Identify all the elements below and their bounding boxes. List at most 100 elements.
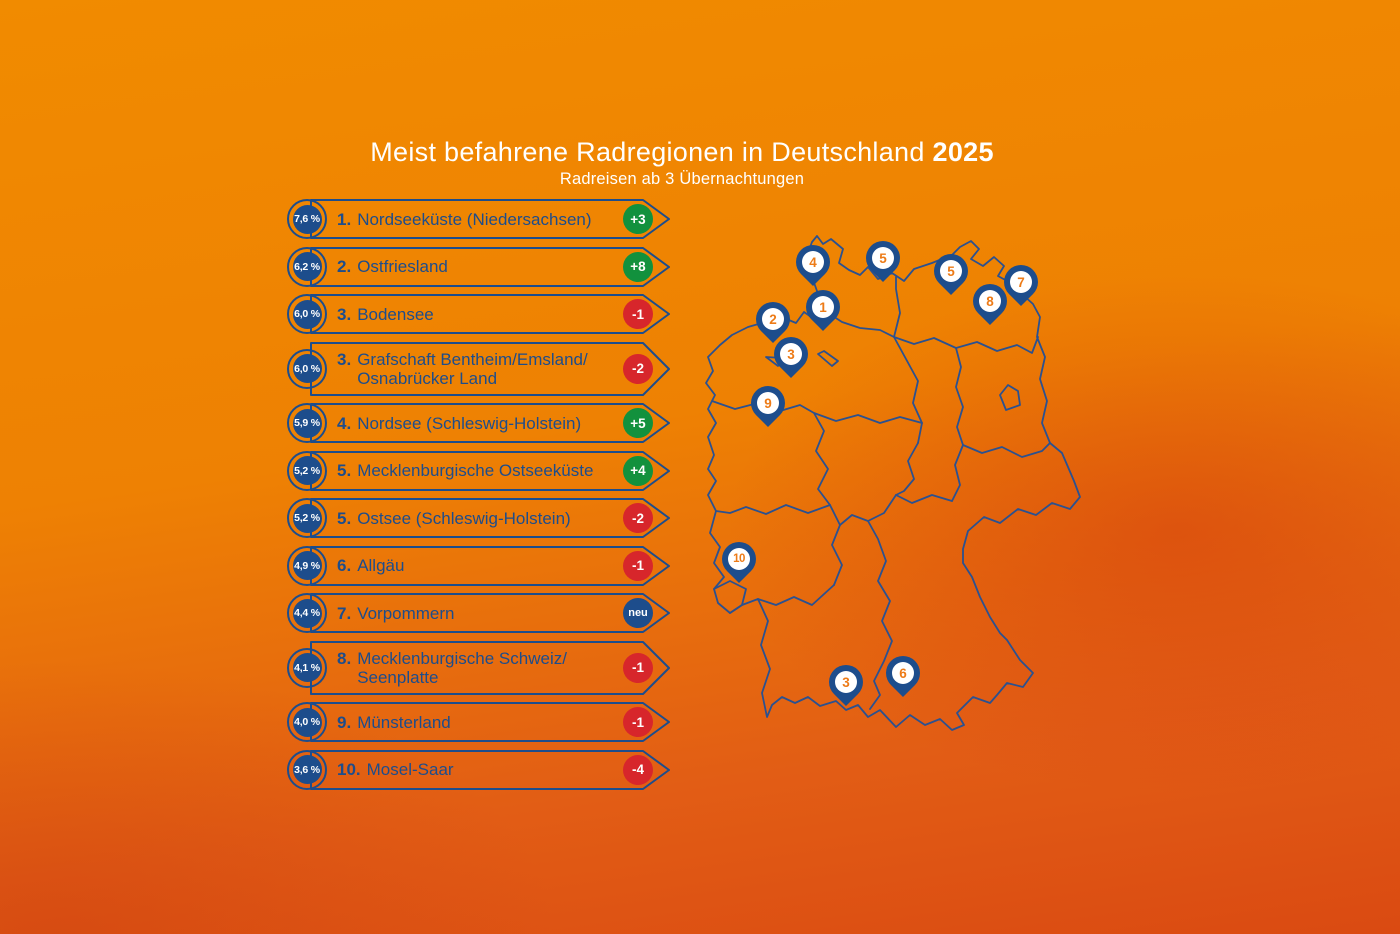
rank-number: 8. — [337, 648, 352, 668]
rank-number: 3. — [337, 304, 352, 324]
change-badge: -1 — [623, 707, 653, 737]
title-text: Meist befahrene Radregionen in Deutschla… — [370, 137, 925, 167]
percent-value: 4,1 % — [294, 661, 320, 674]
region-label: 5. Ostsee (Schleswig-Holstein) — [337, 509, 571, 528]
pin-circle: 5 — [872, 247, 894, 269]
map-pin: 6 — [878, 648, 928, 698]
state-border-bayern-west — [867, 520, 893, 710]
map-pin: 3 — [821, 657, 871, 707]
region-label: 3. Grafschaft Bentheim/Emsland/ Osnabrüc… — [337, 350, 588, 388]
percent-value: 5,9 % — [294, 417, 320, 429]
ranking-row: 3,6 % 10. Mosel-Saar -4 — [287, 749, 672, 790]
pin-number: 5 — [947, 263, 955, 279]
percent-circle: 6,0 % — [287, 348, 327, 389]
state-border-thueringen-sued — [895, 494, 953, 504]
banner-content: 3. Bodensee -1 — [310, 294, 670, 334]
ranking-row: 4,1 % 8. Mecklenburgische Schweiz/ Seenp… — [287, 640, 672, 695]
region-name: Ostfriesland — [357, 257, 448, 276]
change-badge: +4 — [623, 455, 653, 486]
region-name: Nordsee (Schleswig-Holstein) — [357, 413, 582, 433]
page-title: Meist befahrene Radregionen in Deutschla… — [282, 137, 1082, 167]
pin-number: 4 — [809, 254, 817, 270]
rank-number: 3. — [337, 349, 352, 369]
ranking-row: 5,2 % 5. Mecklenburgische Ostseeküste +4 — [287, 450, 672, 491]
percent-value: 6,0 % — [294, 362, 320, 375]
page-subtitle: Radreisen ab 3 Übernachtungen — [559, 170, 805, 188]
region-name: Mecklenburgische Ostseeküste — [357, 461, 594, 480]
percent-circle-fill: 6,2 % — [292, 252, 322, 281]
change-badge: neu — [623, 598, 653, 628]
percent-circle-fill: 5,2 % — [292, 456, 322, 485]
pin-number: 2 — [769, 311, 777, 327]
pin-number: 7 — [1017, 274, 1025, 290]
region-label: 2. Ostfriesland — [337, 257, 448, 276]
percent-circle: 6,2 % — [287, 246, 327, 287]
ranking-row: 6,0 % 3. Bodensee -1 — [287, 294, 672, 334]
state-border-elbe — [893, 336, 923, 444]
pin-circle: 2 — [762, 308, 784, 330]
percent-value: 4,0 % — [294, 716, 320, 728]
region-name: Vorpommern — [357, 603, 455, 623]
banner-content: 7. Vorpommern neu — [310, 593, 670, 633]
region-label: 6. Allgäu — [337, 556, 404, 575]
ranking-row: 5,9 % 4. Nordsee (Schleswig-Holstein) +5 — [287, 403, 672, 443]
banner-content: 5. Ostsee (Schleswig-Holstein) -2 — [310, 498, 670, 538]
title-year: 2025 — [932, 137, 994, 167]
map-pin: 5 — [858, 233, 908, 283]
pin-number: 6 — [899, 665, 907, 681]
percent-circle: 4,9 % — [287, 545, 327, 586]
percent-value: 4,4 % — [294, 607, 320, 619]
change-badge: -2 — [623, 503, 653, 533]
region-label: 8. Mecklenburgische Schweiz/ Seenplatte — [337, 649, 567, 687]
elbe-river-detail — [817, 350, 839, 367]
ranking-list: 7,6 % 1. Nordseeküste (Niedersachsen) +3… — [287, 199, 672, 797]
percent-circle: 4,0 % — [287, 702, 327, 742]
pin-circle: 3 — [835, 671, 857, 693]
region-name: Allgäu — [357, 556, 405, 575]
state-border-mecklenburg — [893, 336, 1039, 354]
percent-value: 4,9 % — [294, 559, 320, 572]
percent-value: 5,2 % — [294, 464, 320, 477]
state-border-schleswig-holstein — [824, 276, 901, 338]
change-badge: -1 — [623, 652, 653, 683]
ranking-row: 5,2 % 5. Ostsee (Schleswig-Holstein) -2 — [287, 498, 672, 538]
region-name: Münsterland — [357, 712, 451, 732]
map-pin: 10 — [714, 534, 764, 584]
state-border-bw-nord — [757, 584, 835, 606]
region-name: Ostsee (Schleswig-Holstein) — [357, 508, 571, 528]
rank-number: 5. — [337, 461, 352, 480]
region-name: Grafschaft Bentheim/Emsland/ Osnabrücker… — [357, 349, 588, 388]
state-border-rheinland-pfalz — [831, 524, 843, 586]
percent-value: 5,2 % — [294, 512, 320, 524]
region-label: 3. Bodensee — [337, 305, 434, 324]
percent-circle-fill: 4,9 % — [292, 551, 322, 580]
banner-content: 8. Mecklenburgische Schweiz/ Seenplatte … — [310, 641, 670, 695]
pin-number: 9 — [764, 395, 772, 411]
map-pin: 3 — [766, 329, 816, 379]
pin-number: 5 — [879, 250, 887, 266]
pin-circle: 9 — [757, 392, 779, 414]
pin-circle: 7 — [1010, 271, 1032, 293]
change-badge: +3 — [623, 204, 653, 234]
germany-outline — [705, 235, 1081, 731]
state-border-saarland — [713, 580, 747, 614]
rank-number: 6. — [337, 556, 352, 575]
pin-number: 1 — [819, 299, 827, 315]
ranking-row: 6,2 % 2. Ostfriesland +8 — [287, 246, 672, 287]
banner-content: 1. Nordseeküste (Niedersachsen) +3 — [310, 199, 670, 239]
state-border-niedersachsen-sued — [813, 412, 923, 424]
banner-content: 9. Münsterland -1 — [310, 702, 670, 742]
banner-content: 10. Mosel-Saar -4 — [310, 750, 670, 790]
pin-number: 8 — [986, 293, 994, 309]
change-badge: -4 — [623, 754, 653, 785]
map-pin: 1 — [798, 282, 848, 332]
ranking-row: 6,0 % 3. Grafschaft Bentheim/Emsland/ Os… — [287, 341, 672, 396]
pin-number: 3 — [787, 346, 795, 362]
pin-circle: 5 — [940, 260, 962, 282]
pin-circle: 10 — [728, 548, 750, 570]
ranking-row: 4,9 % 6. Allgäu -1 — [287, 545, 672, 586]
ranking-row: 4,0 % 9. Münsterland -1 — [287, 702, 672, 742]
region-name: Bodensee — [357, 304, 434, 324]
rank-number: 4. — [337, 413, 352, 433]
